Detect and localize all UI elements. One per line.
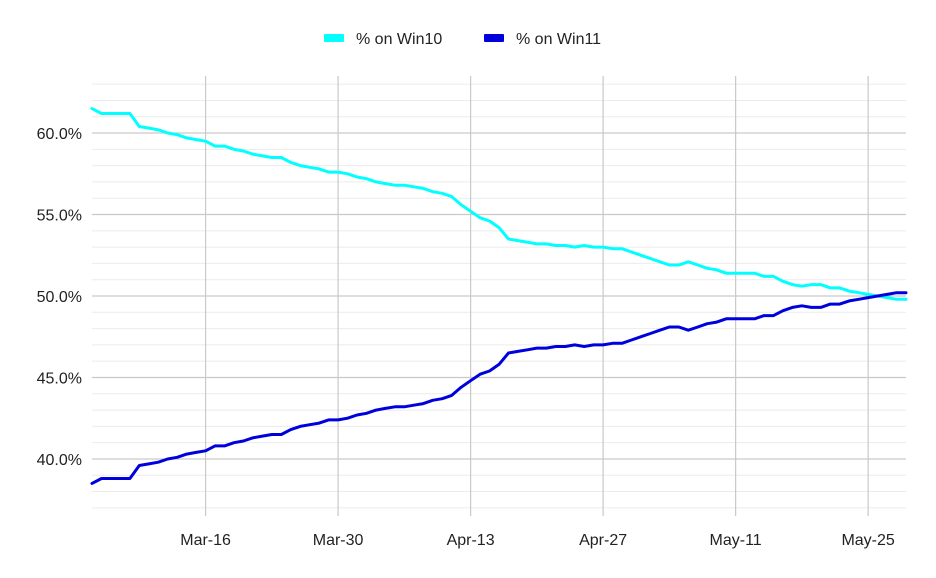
y-axis-tick-labels: 40.0% 45.0% 50.0% 55.0% 60.0% [37,126,82,469]
legend-label: % on Win10 [356,31,442,48]
x-tick-label: Apr-27 [579,532,627,549]
series-lines [90,107,908,485]
series-line-win11 [90,291,908,485]
x-tick-label: Mar-16 [180,532,231,549]
y-tick-label: 50.0% [37,289,82,306]
y-tick-label: 40.0% [37,452,82,469]
x-tick-label: Apr-13 [447,532,495,549]
legend-swatch [324,34,344,42]
x-tick-label: May-11 [710,532,762,549]
chart-legend: % on Win10 % on Win11 [324,31,601,48]
x-axis-tick-labels: Mar-16 Mar-30 Apr-13 Apr-27 May-11 May-25 [180,532,895,549]
y-tick-label: 60.0% [37,126,82,143]
minor-gridlines [92,83,906,509]
x-tick-label: Mar-30 [313,532,364,549]
y-tick-label: 55.0% [37,208,82,225]
series-line-win10 [90,107,908,301]
legend-swatch [484,34,504,42]
legend-label: % on Win11 [516,31,601,48]
major-gridlines [92,76,906,516]
y-tick-label: 45.0% [37,370,82,387]
x-tick-label: May-25 [841,532,894,549]
